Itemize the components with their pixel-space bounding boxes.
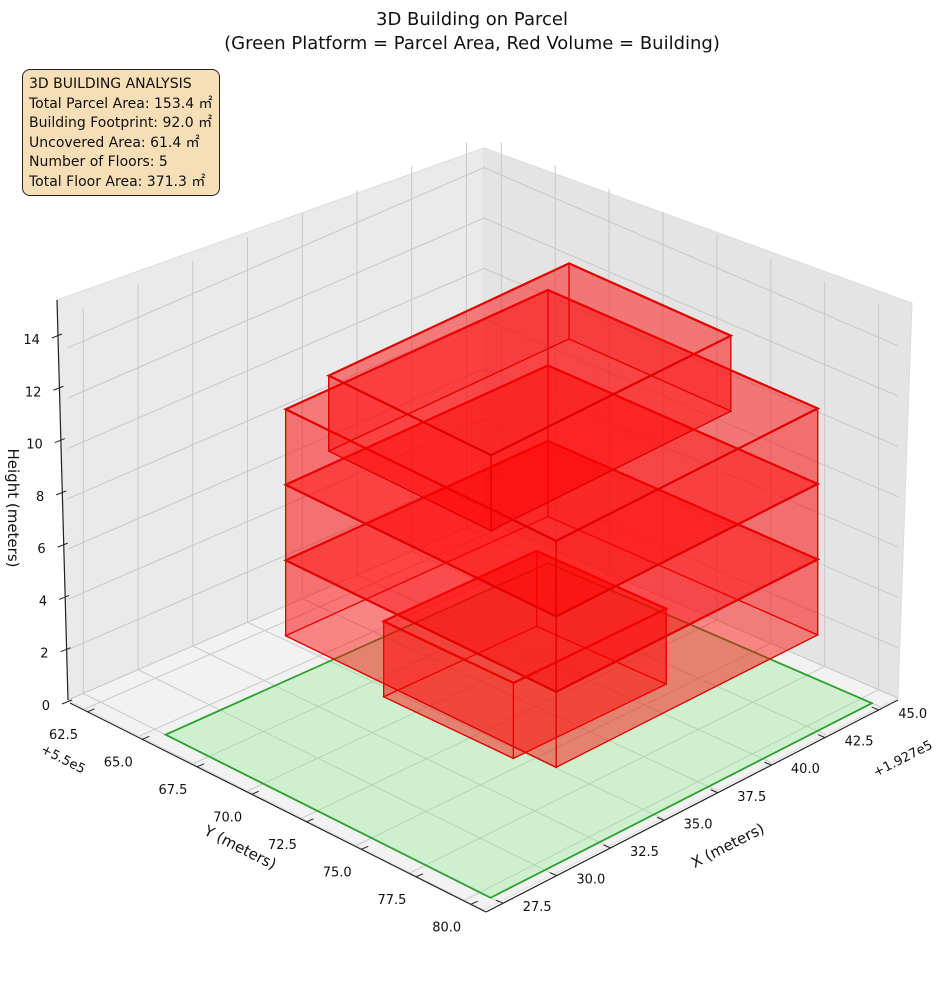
analysis-floor-area: Total Floor Area: 371.3 ㎡ (29, 173, 206, 190)
y-tick-label-7: 80.0 (432, 920, 461, 935)
x-tick-label-7: 45.0 (898, 707, 927, 722)
y-tick-mark-7 (470, 900, 478, 905)
grid-line-z-2 (67, 418, 899, 600)
x-tick-mark-4 (710, 789, 718, 794)
z-tick-mark-5 (54, 438, 65, 444)
z-axis-line (56, 299, 69, 701)
z-tick-mark-4 (56, 490, 67, 496)
axis-lines (56, 299, 899, 913)
y-tick-mark-3 (251, 790, 259, 795)
building-layer (283, 262, 821, 769)
analysis-heading: 3D BUILDING ANALYSIS (29, 76, 192, 92)
z-tick-mark-3 (57, 542, 68, 548)
z-tick-mark-1 (60, 647, 71, 653)
x-tick-mark-0 (495, 899, 504, 904)
x-tick-label-2: 32.5 (630, 845, 659, 860)
x-tick-mark-3 (656, 816, 665, 821)
parcel-platform (163, 562, 875, 899)
grid-line-z-7 (67, 167, 899, 349)
y-tick-label-4: 72.5 (268, 838, 297, 853)
x-tick-label-1: 30.0 (576, 873, 605, 888)
grid-line-z-3 (67, 368, 899, 550)
analysis-floors: Number of Floors: 5 (29, 154, 168, 170)
analysis-uncovered: Uncovered Area: 61.4 ㎡ (29, 134, 200, 151)
x-tick-label-4: 37.5 (737, 790, 766, 805)
chart-title: 3D Building on Parcel (376, 9, 568, 30)
y-tick-mark-4 (306, 818, 314, 823)
axis-panes (56, 147, 913, 911)
tick-labels: 27.5 30.0 32.5 35.0 37.5 40.0 42.5 45.0 62.5 65.0… (23, 333, 927, 935)
z-tick-mark-2 (58, 594, 70, 600)
y-tick-label-3: 70.0 (213, 810, 242, 825)
x-tick-mark-1 (549, 872, 558, 877)
floor-5 (326, 262, 734, 532)
y-tick-mark-1 (142, 735, 150, 740)
x-tick-label-6: 42.5 (845, 735, 874, 750)
grid-line-z-0 (67, 519, 899, 701)
z-tick-label-2: 4 (39, 594, 47, 609)
y-tick-label-5: 75.0 (323, 865, 352, 880)
x-tick-label-0: 27.5 (523, 900, 552, 915)
z-tick-label-1: 2 (40, 647, 48, 662)
floor-4-top (283, 288, 821, 543)
z-tick-label-0: 0 (42, 699, 50, 714)
grid-line-z-6 (67, 217, 899, 399)
x-tick-mark-2 (603, 844, 611, 849)
z-tick-label-3: 6 (37, 542, 45, 557)
z-tick-label-4: 8 (36, 490, 44, 505)
analysis-footprint: Building Footprint: 92.0 ㎡ (29, 115, 213, 131)
y-tick-label-2: 67.5 (159, 783, 188, 798)
floor-3 (283, 364, 821, 693)
z-axis-label: Height (meters) (4, 449, 22, 568)
x-tick-mark-7 (871, 706, 879, 711)
floor-5-top (326, 262, 734, 457)
floor-4 (283, 288, 821, 618)
x-tick-label-3: 35.0 (684, 817, 713, 832)
y-axis-line (69, 702, 487, 913)
y-tick-label-0: 62.5 (49, 728, 78, 743)
z-tick-mark-6 (53, 385, 64, 391)
x-tick-label-5: 40.0 (791, 762, 820, 777)
z-tick-mark-0 (61, 699, 73, 705)
floor-1-top (381, 549, 669, 685)
x-axis-line (485, 699, 899, 913)
y-tick-label-1: 65.0 (104, 755, 133, 770)
x-tick-mark-5 (764, 761, 772, 766)
analysis-parcel-area: Total Parcel Area: 153.4 ㎡ (29, 95, 213, 112)
x-tick-mark-6 (817, 734, 826, 739)
chart-subtitle: (Green Platform = Parcel Area, Red Volum… (224, 33, 720, 54)
y-tick-label-6: 77.5 (377, 893, 406, 908)
y-tick-mark-0 (87, 708, 95, 713)
y-tick-mark-5 (361, 845, 369, 850)
y-tick-mark-6 (415, 873, 424, 878)
x-axis-offset: +1.927e5 (871, 738, 935, 781)
y-axis-offset: +5.5e5 (38, 742, 87, 777)
y-tick-mark-2 (196, 763, 205, 768)
floor-2 (283, 439, 821, 769)
z-tick-label-5: 10 (26, 438, 43, 453)
z-tick-label-6: 12 (25, 385, 42, 400)
z-tick-mark-7 (51, 333, 63, 339)
analysis-box: 3D BUILDING ANALYSIS Total Parcel Area: … (22, 69, 220, 196)
parcel-layer (163, 562, 875, 899)
z-tick-label-7: 14 (23, 333, 40, 348)
grid-line-z-5 (67, 267, 899, 449)
